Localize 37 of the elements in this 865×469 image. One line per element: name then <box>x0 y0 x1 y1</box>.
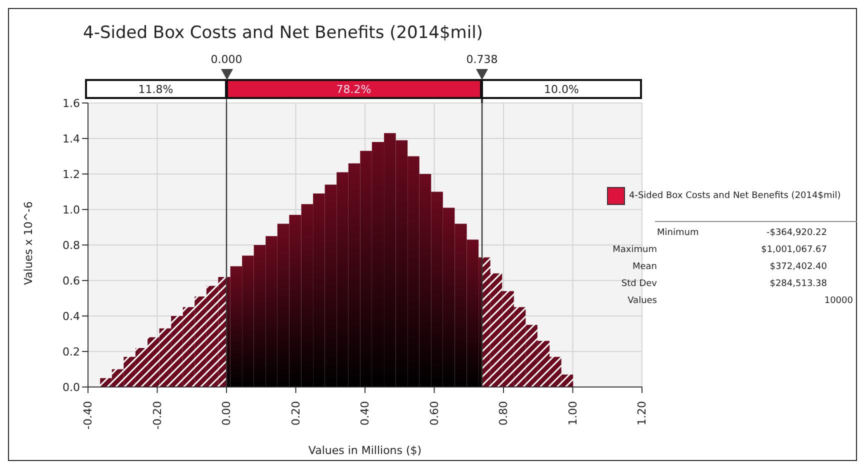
annotation: Maximum <box>612 244 657 254</box>
y-tick-label: 1.0 <box>62 203 80 216</box>
x-tick-label: 0.40 <box>358 401 372 426</box>
annotation: Values <box>626 296 657 306</box>
x-tick-label: 0.80 <box>497 401 510 426</box>
text: $372,402.40 <box>768 262 828 272</box>
chart-title: 4-Sided Box Costs and Net Benefits (2014$mil) <box>83 23 483 43</box>
text: $284,513.38 <box>768 278 828 288</box>
y-tick-label: 0.6 <box>62 274 80 288</box>
y-axis-title: Values x 10^-6 <box>22 201 35 285</box>
y-tick-label: 1.2 <box>62 168 80 181</box>
ref-line-label: 0.738 <box>465 53 499 66</box>
y-tick-label: 0.4 <box>62 310 80 323</box>
text: $1,001,067.67 <box>760 244 828 254</box>
text: 11.8% <box>85 79 226 99</box>
y-tick-label: 0.8 <box>62 238 80 252</box>
text: 10000 <box>823 296 854 306</box>
x-tick-label: 1.20 <box>636 401 648 426</box>
text: Minimum <box>657 228 700 238</box>
text: -$364,920.22 <box>765 228 828 238</box>
annotation: Std Dev <box>620 278 657 288</box>
text: 10.0% <box>482 79 642 99</box>
x-tick-label: 0.00 <box>220 401 233 426</box>
legend-label: 4-Sided Box Costs and Net Benefits (2014$mil) <box>629 191 841 201</box>
y-tick-label: 1.4 <box>62 132 80 146</box>
x-axis-title: Values in Millions ($) <box>308 444 422 457</box>
text: 78.2% <box>226 79 482 99</box>
ref-line-label: 0.000 <box>210 53 244 66</box>
annotation: Mean <box>631 262 657 272</box>
x-tick-label: 0.60 <box>428 401 441 426</box>
x-tick-label: 1.00 <box>566 401 580 426</box>
x-tick-label: -0.20 <box>150 401 164 430</box>
y-tick-label: 0.2 <box>62 345 80 358</box>
x-tick-label: -0.40 <box>82 401 94 430</box>
y-tick-label: 0.0 <box>62 380 80 394</box>
x-tick-label: 0.20 <box>289 401 302 426</box>
y-tick-label: 1.6 <box>62 96 80 110</box>
